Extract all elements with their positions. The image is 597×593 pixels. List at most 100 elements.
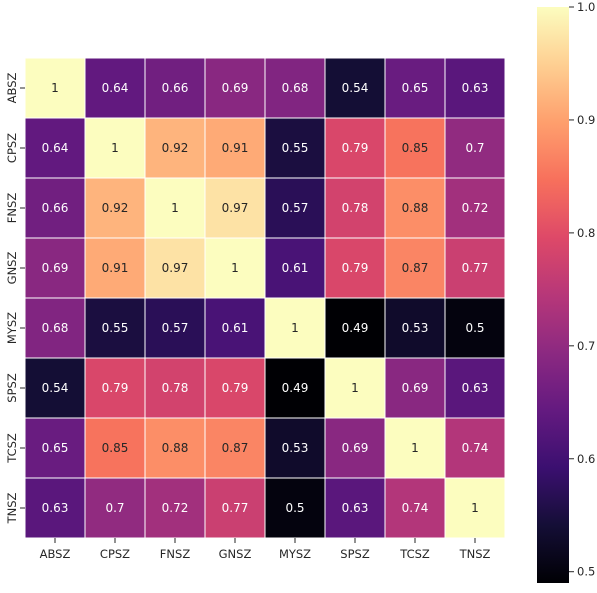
heatmap-cell	[444, 477, 506, 539]
heatmap-cell	[444, 57, 506, 119]
cell-value-label: 1	[471, 501, 479, 515]
heatmap-cell	[444, 117, 506, 179]
cell-value-label: 0.68	[42, 321, 69, 335]
cell-value-label: 0.92	[102, 201, 129, 215]
cell-value-label: 0.72	[162, 501, 189, 515]
heatmap-cell	[84, 117, 146, 179]
heatmap-cell	[444, 357, 506, 419]
heatmap-cell	[264, 177, 326, 239]
heatmap-cell	[264, 237, 326, 299]
cell-value-label: 0.78	[162, 381, 189, 395]
cell-value-label: 0.79	[342, 141, 369, 155]
cell-value-label: 0.63	[342, 501, 369, 515]
cell-value-label: 0.97	[162, 261, 189, 275]
cell-value-label: 0.85	[102, 441, 129, 455]
y-tick-label: CPSZ	[5, 133, 19, 163]
cell-value-label: 0.54	[342, 81, 369, 95]
cell-value-label: 0.69	[42, 261, 69, 275]
cell-value-label: 0.79	[342, 261, 369, 275]
cell-value-label: 0.79	[222, 381, 249, 395]
cell-value-label: 0.68	[282, 81, 309, 95]
heatmap-cell	[384, 177, 446, 239]
cell-value-label: 0.97	[222, 201, 249, 215]
x-tick-label: GNSZ	[219, 547, 252, 561]
y-tick-label: GNSZ	[5, 252, 19, 285]
cell-value-label: 0.7	[105, 501, 124, 515]
y-tick-label: ABSZ	[5, 73, 19, 104]
cell-value-label: 1	[411, 441, 419, 455]
x-tick-label: CPSZ	[100, 547, 130, 561]
colorbar-tick-label: 0.7	[577, 339, 595, 353]
cell-value-label: 0.5	[285, 501, 304, 515]
cell-value-label: 0.88	[402, 201, 429, 215]
heatmap-cell	[144, 57, 206, 119]
cell-value-label: 0.92	[162, 141, 189, 155]
heatmap-cell	[324, 57, 386, 119]
x-tick-label: MYSZ	[279, 547, 311, 561]
heatmap-cell	[264, 417, 326, 479]
heatmap-cell	[144, 477, 206, 539]
heatmap-cell	[144, 417, 206, 479]
y-tick-label: FNSZ	[5, 193, 19, 224]
heatmap-cell	[204, 177, 266, 239]
heatmap-cell	[84, 177, 146, 239]
cell-value-label: 0.53	[282, 441, 309, 455]
y-tick-label: TNSZ	[5, 492, 19, 524]
cell-value-label: 1	[351, 381, 359, 395]
cell-value-label: 0.65	[42, 441, 69, 455]
cell-value-label: 0.69	[402, 381, 429, 395]
y-tick-label: TCSZ	[5, 433, 19, 464]
x-tick-label: TNSZ	[459, 547, 491, 561]
colorbar-tick-label: 0.9	[577, 113, 595, 127]
heatmap-cells	[24, 57, 506, 539]
cell-value-label: 1	[51, 81, 59, 95]
colorbar-tick-label: 0.5	[577, 565, 595, 579]
cell-value-label: 0.88	[162, 441, 189, 455]
heatmap-cell	[264, 477, 326, 539]
colorbar-tick-label: 0.8	[577, 226, 595, 240]
cell-value-label: 0.87	[402, 261, 429, 275]
cell-value-label: 0.54	[42, 381, 69, 395]
cell-value-label: 0.49	[282, 381, 309, 395]
cell-value-label: 1	[291, 321, 299, 335]
cell-value-label: 0.63	[462, 381, 489, 395]
cell-value-label: 0.69	[342, 441, 369, 455]
cell-value-label: 0.74	[462, 441, 489, 455]
heatmap-cell	[204, 297, 266, 359]
colorbar-tick-label: 0.6	[577, 452, 595, 466]
cell-value-label: 0.55	[102, 321, 129, 335]
cell-value-label: 0.63	[462, 81, 489, 95]
y-tick-label: MYSZ	[5, 312, 19, 344]
heatmap-cell	[84, 357, 146, 419]
cell-value-label: 0.66	[42, 201, 69, 215]
cell-value-label: 0.72	[462, 201, 489, 215]
cell-value-label: 0.63	[42, 501, 69, 515]
cell-value-label: 1	[111, 141, 119, 155]
cell-value-label: 0.78	[342, 201, 369, 215]
heatmap-cell	[84, 417, 146, 479]
heatmap-cell	[24, 237, 86, 299]
cell-value-label: 0.49	[342, 321, 369, 335]
cell-value-label: 0.87	[222, 441, 249, 455]
cell-value-label: 0.66	[162, 81, 189, 95]
cell-value-label: 0.64	[42, 141, 69, 155]
cell-value-label: 0.7	[465, 141, 484, 155]
heatmap-cell	[384, 297, 446, 359]
heatmap-cell	[144, 357, 206, 419]
heatmap-cell	[444, 177, 506, 239]
cell-value-label: 0.65	[402, 81, 429, 95]
cell-value-label: 0.91	[102, 261, 129, 275]
y-axis: ABSZ CPSZ FNSZ GNSZ MYSZ SPSZ TCSZ TNSZ	[5, 73, 25, 524]
cell-value-label: 0.57	[282, 201, 309, 215]
cell-value-label: 0.85	[402, 141, 429, 155]
heatmap-cell	[24, 417, 86, 479]
heatmap-cell	[324, 417, 386, 479]
cell-value-label: 0.61	[282, 261, 309, 275]
heatmap-cell	[204, 117, 266, 179]
heatmap-cell	[264, 357, 326, 419]
colorbar-tick-label: 1.0	[577, 0, 595, 14]
heatmap-cell	[444, 417, 506, 479]
heatmap-cell	[264, 297, 326, 359]
heatmap-cell	[204, 237, 266, 299]
